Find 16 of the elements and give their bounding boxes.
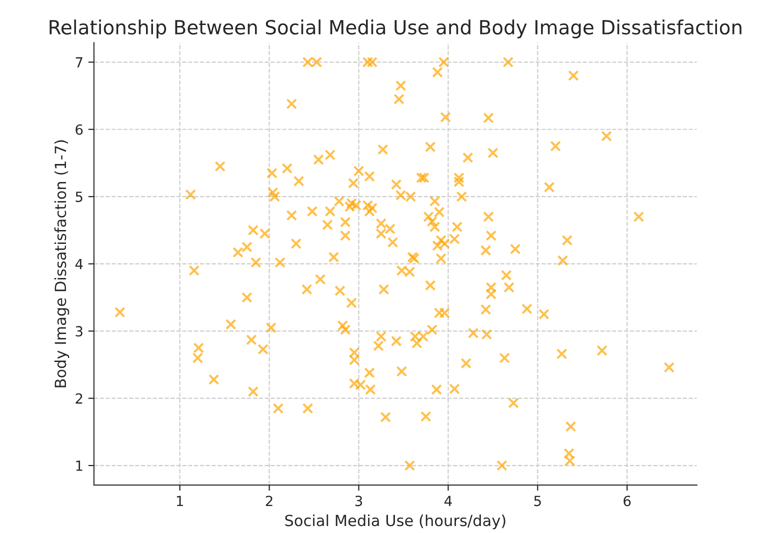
x-tick-label: 3 — [355, 496, 362, 506]
y-tick-label: 1 — [76, 460, 82, 471]
x-tick-label: 4 — [444, 496, 452, 506]
y-tick-label: 2 — [76, 393, 82, 404]
chart-title: Relationship Between Social Media Use and Body Image Dissatisfaction — [50, 20, 742, 38]
x-tick-label: 2 — [266, 496, 272, 506]
y-tick-label: 5 — [76, 192, 82, 202]
y-axis-title: Body Image Dissatisfaction (1-7) — [54, 140, 70, 388]
x-tick-label: 5 — [534, 496, 541, 506]
x-tick-label: 1 — [176, 496, 183, 506]
x-axis-title: Social Media Use (hours/day) — [285, 514, 506, 530]
y-tick-label: 7 — [76, 57, 82, 68]
y-tick-label: 6 — [76, 124, 83, 135]
y-tick-label: 4 — [75, 258, 83, 270]
x-tick-label: 6 — [624, 496, 631, 506]
y-tick-label: 3 — [76, 326, 82, 337]
